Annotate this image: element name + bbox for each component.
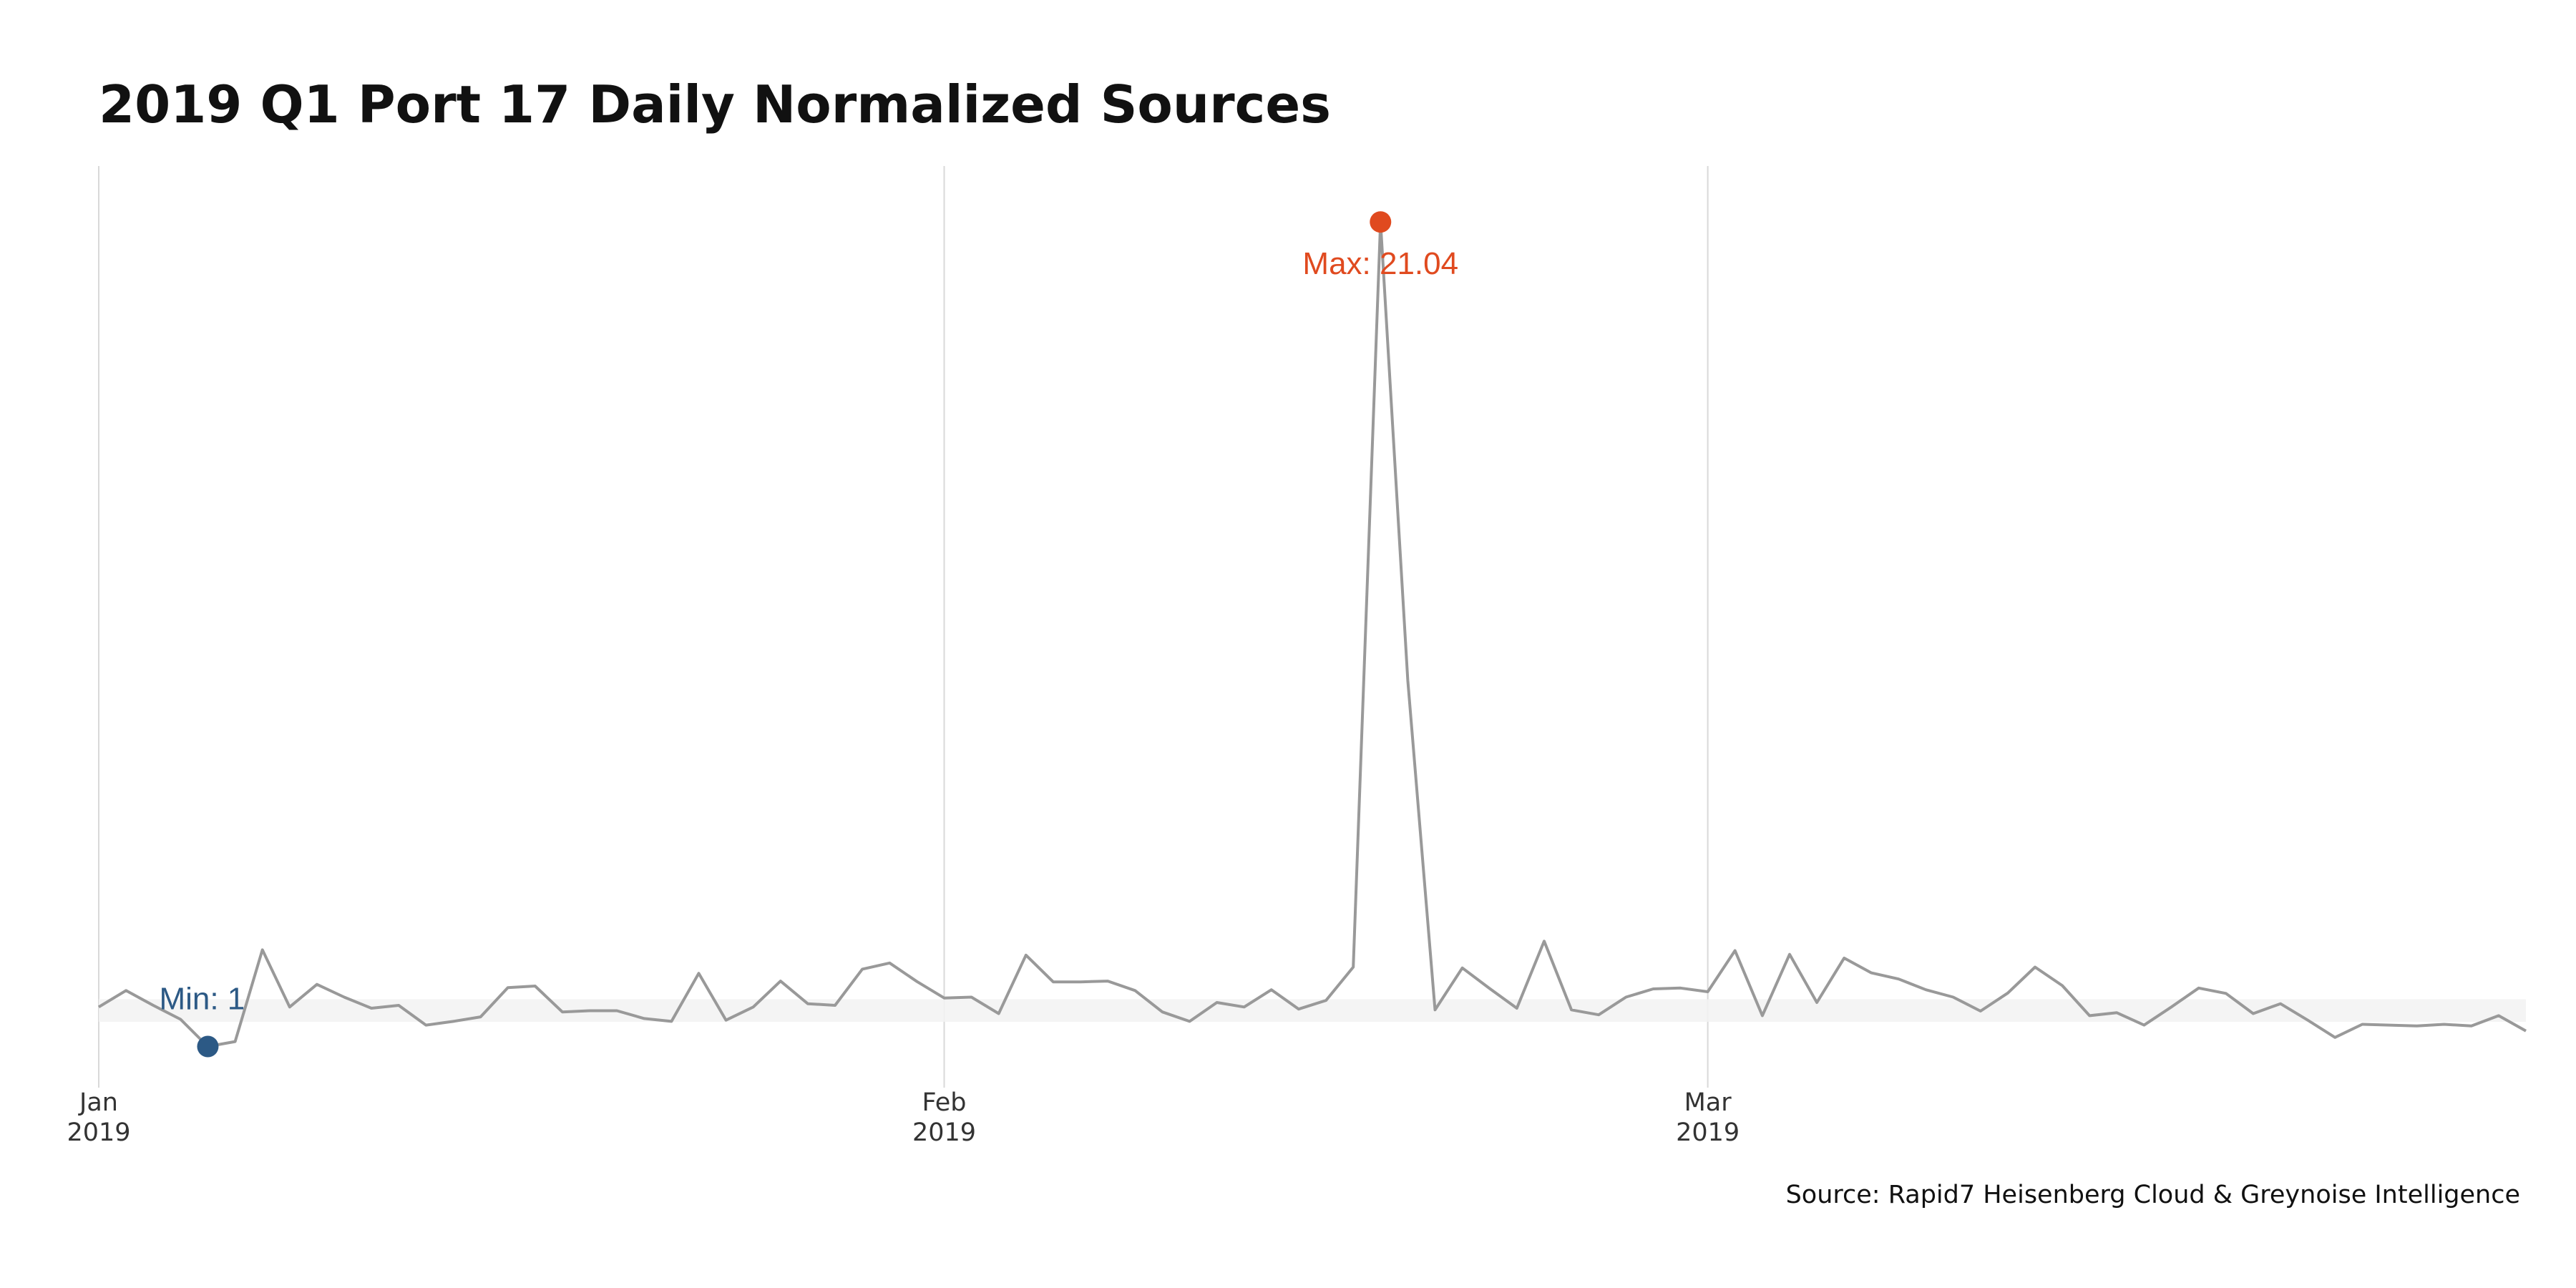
normal-range-band: [99, 999, 2526, 1022]
max-label: Max: 21.04: [1302, 246, 1458, 281]
chart-title: 2019 Q1 Port 17 Daily Normalized Sources: [99, 74, 1332, 135]
band-layer: [99, 999, 2526, 1022]
min-label: Min: 1: [159, 982, 245, 1017]
x-tick-label-feb: Feb: [922, 1088, 966, 1117]
x-tick-year-mar: 2019: [1676, 1118, 1740, 1147]
max-point: [1370, 211, 1392, 233]
x-tick-year-feb: 2019: [912, 1118, 976, 1147]
grid-layer: [98, 166, 1709, 1088]
chart-source-caption: Source: Rapid7 Heisenberg Cloud & Greyno…: [1785, 1181, 2520, 1209]
x-tick-label-jan: Jan: [78, 1088, 118, 1117]
point-layer: [197, 211, 1392, 1058]
x-tick-year-jan: 2019: [67, 1118, 130, 1147]
series-line: [97, 220, 2527, 1048]
label-layer: Min: 1 Max: 21.04: [159, 246, 1458, 1016]
min-point: [197, 1035, 219, 1058]
x-tick-label-mar: Mar: [1684, 1088, 1732, 1117]
line-layer: [97, 220, 2527, 1048]
